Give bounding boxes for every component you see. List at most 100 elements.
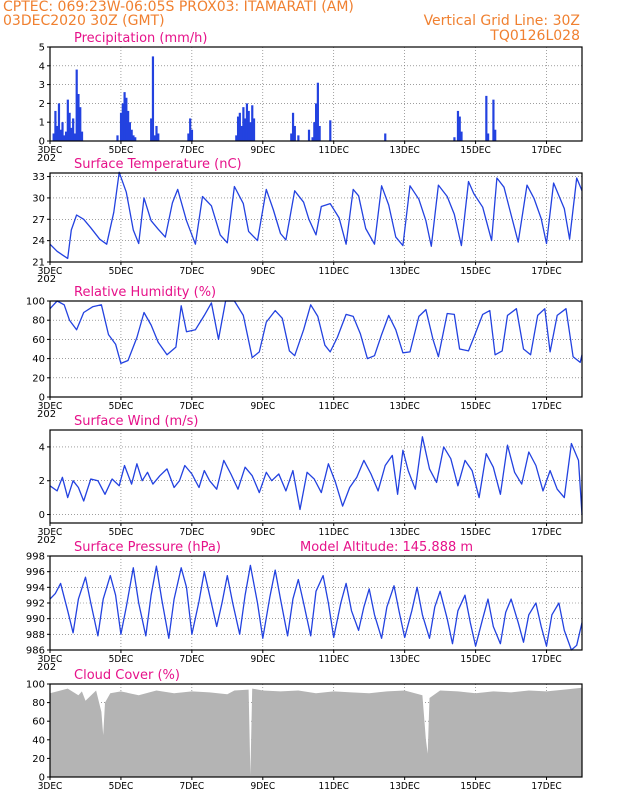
precip-bar [79, 107, 82, 141]
ytick-label: 988 [26, 630, 45, 641]
xtick-label: 3DEC [38, 266, 63, 277]
panel-frame [49, 429, 583, 524]
xtick-label: 13DEC [389, 266, 419, 277]
ytick-label: 80 [32, 316, 45, 327]
xtick-label: 9DEC [250, 145, 275, 156]
year-fragment: 202 [37, 535, 56, 546]
ytick-label: 4 [39, 61, 45, 72]
panel-temp: Surface Temperature (nC) 21 24 27 30 33 3DEC 5D… [32, 157, 583, 285]
precip-bar [132, 135, 135, 141]
xtick-label: 5DEC [109, 527, 134, 538]
panel-title-precip: Precipitation (mm/h) [74, 31, 207, 46]
precip-bar [487, 133, 490, 141]
precip-bar [125, 97, 128, 141]
precip-bar [187, 133, 190, 141]
precip-bar [249, 122, 252, 141]
ytick-label: 40 [32, 735, 45, 746]
panel-cloud: Cloud Cover (%) 0 20 40 60 80 100 3DEC 5DEC 7DEC 9… [26, 668, 583, 792]
cloud-area [50, 687, 582, 777]
header-grid-note: Vertical Grid Line: 30Z [423, 13, 580, 29]
precip-bar [315, 103, 318, 141]
ytick-label: 990 [26, 614, 45, 625]
ytick-label: 80 [32, 698, 45, 709]
panel-annotation-pres: Model Altitude: 145.888 m [300, 540, 473, 555]
precip-bar [245, 103, 249, 141]
precip-bar [494, 129, 497, 141]
precip-bar [290, 133, 293, 141]
precip-bar [127, 110, 130, 141]
precip-bar [128, 122, 131, 141]
precip-bar [235, 135, 238, 141]
precip-bar [157, 133, 160, 141]
precip-bar [189, 118, 192, 141]
precip-bar [61, 122, 64, 141]
precip-bar [66, 99, 69, 141]
xtick-label: 13DEC [389, 401, 419, 412]
precip-bar [130, 129, 133, 141]
ytick-label: 20 [32, 373, 45, 384]
ytick-label: 0 [39, 137, 45, 148]
ytick-label: 0 [39, 510, 45, 521]
precip-bar [458, 116, 461, 141]
ytick-label: 30 [32, 193, 45, 204]
xtick-label: 3DEC [38, 781, 63, 792]
xtick-label: 3DEC [38, 527, 63, 538]
precip-bar [453, 137, 456, 141]
precip-bar [291, 112, 295, 141]
panel-title-pres: Surface Pressure (hPa) [74, 540, 221, 555]
precip-bar [293, 125, 296, 141]
xtick-label: 11DEC [319, 401, 349, 412]
ytick-label: 60 [32, 335, 45, 346]
precip-bar [307, 129, 311, 141]
precip-bar [72, 118, 75, 141]
series-line-temp [49, 171, 583, 260]
precip-bar [70, 127, 73, 141]
ytick-label: 992 [26, 599, 45, 610]
xtick-label: 5DEC [109, 145, 134, 156]
header-station-line: CPTEC: 069:23W-06:05S PROX03: ITAMARATI … [3, 0, 354, 15]
xtick-label: 11DEC [319, 266, 349, 277]
xtick-label: 3DEC [38, 145, 63, 156]
precip-bar [73, 133, 77, 141]
precip-bar [57, 103, 61, 141]
xtick-label: 13DEC [389, 654, 419, 665]
panel-title-wind: Surface Wind (m/s) [74, 414, 198, 429]
precip-bar [63, 135, 66, 141]
panel-wind: Surface Wind (m/s) 0 2 4 3DEC 5DEC 7DEC 9DEC 11D… [37, 414, 583, 546]
precip-bar [134, 137, 137, 141]
year-fragment: 202 [37, 662, 56, 673]
xtick-label: 3DEC [38, 654, 63, 665]
precip-bar [460, 131, 463, 141]
xtick-label: 9DEC [250, 401, 275, 412]
precip-bar [456, 110, 460, 141]
precip-bar [56, 125, 59, 141]
xtick-label: 17DEC [531, 145, 561, 156]
precip-bar [59, 129, 62, 141]
xtick-label: 15DEC [460, 145, 490, 156]
xtick-label: 17DEC [531, 401, 561, 412]
ytick-label: 0 [39, 773, 45, 784]
ytick-label: 4 [39, 442, 45, 453]
precip-bar [297, 135, 300, 141]
ytick-label: 0 [39, 393, 45, 404]
xtick-label: 11DEC [319, 145, 349, 156]
precip-bar [311, 137, 314, 141]
ytick-label: 100 [26, 297, 45, 308]
precip-bar [54, 110, 57, 141]
ytick-label: 60 [32, 717, 45, 728]
precip-bar [313, 122, 316, 141]
precip-bar [68, 112, 71, 141]
xtick-label: 5DEC [109, 781, 134, 792]
series-line-rh [49, 300, 583, 365]
ytick-label: 998 [26, 552, 45, 563]
panel-rh: Relative Humidity (%) 0 20 40 60 80 100 3DEC 5DE… [26, 285, 583, 420]
ytick-label: 21 [32, 258, 45, 269]
panel-frame [49, 683, 583, 778]
xtick-label: 5DEC [109, 654, 134, 665]
xtick-label: 9DEC [250, 654, 275, 665]
precip-bar [116, 135, 119, 141]
precip-bar [236, 116, 240, 141]
xtick-label: 9DEC [250, 527, 275, 538]
precip-bar [150, 118, 153, 141]
xtick-label: 5DEC [109, 266, 134, 277]
